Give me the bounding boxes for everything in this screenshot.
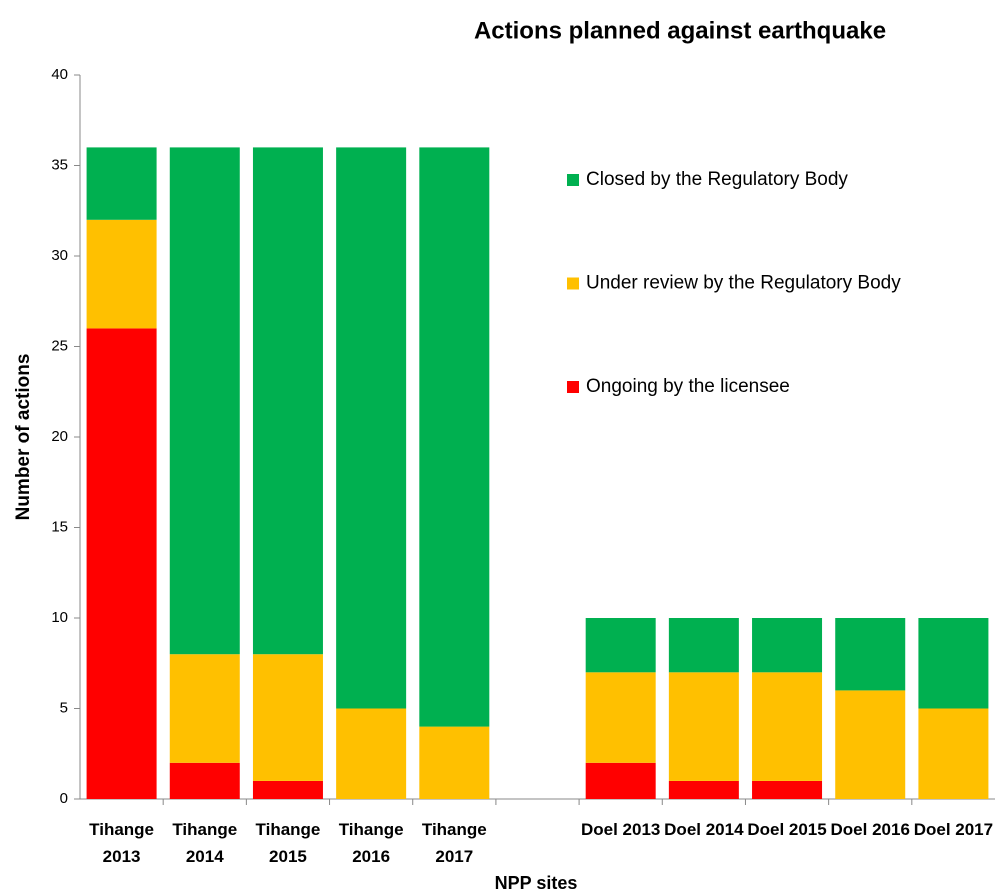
bar-segment (336, 708, 407, 799)
bar-segment (585, 672, 656, 763)
x-axis-label: NPP sites (495, 873, 578, 893)
legend-swatch (567, 174, 579, 186)
x-tick-label: Tihange 2017 (421, 820, 487, 866)
bar-segment (86, 147, 157, 220)
x-tick-label: Tihange 2015 (255, 820, 321, 866)
x-tick-label: Doel 2017 (913, 820, 994, 839)
y-tick-label: 35 (51, 156, 68, 173)
bar-segment (752, 780, 823, 799)
x-tick-label: Doel 2015 (747, 820, 827, 839)
bar-segment (419, 726, 490, 799)
bar-segment (835, 690, 906, 799)
y-tick-label: 10 (51, 609, 68, 626)
bar-segment (86, 328, 157, 799)
bar-segment (668, 672, 739, 781)
y-tick-label: 20 (51, 428, 68, 445)
bar-segment (918, 708, 989, 799)
bar-segment (252, 780, 323, 799)
chart-title: Actions planned against earthquake (474, 17, 886, 44)
y-tick-label: 5 (60, 699, 68, 716)
bar-segment (752, 672, 823, 781)
x-tick-label: Tihange 2016 (338, 820, 404, 866)
x-tick-label: Doel 2016 (830, 820, 910, 839)
bar-segment (169, 762, 240, 799)
y-tick-label: 25 (51, 337, 68, 354)
y-tick-label: 30 (51, 247, 68, 264)
y-tick-label: 15 (51, 518, 68, 535)
x-tick-label: Tihange 2013 (89, 820, 155, 866)
y-tick-label: 40 (51, 66, 68, 83)
bar-segment (668, 618, 739, 673)
x-tick-label: Tihange 2014 (172, 820, 238, 866)
bar-segment (336, 147, 407, 709)
bar-segment (86, 219, 157, 329)
bar-segment (585, 762, 656, 799)
bar-segment (585, 618, 656, 673)
legend-label: Closed by the Regulatory Body (586, 169, 848, 190)
y-axis-label: Number of actions (13, 354, 34, 521)
bar-segment (668, 780, 739, 799)
legend-swatch (567, 381, 579, 393)
bar-segment (419, 147, 490, 727)
y-tick-label: 0 (60, 790, 68, 807)
legend-swatch (567, 277, 579, 290)
legend-label: Ongoing by the licensee (586, 376, 790, 397)
bar-segment (835, 618, 906, 691)
bar-segment (252, 654, 323, 781)
bar-segment (169, 654, 240, 763)
x-tick-label: Doel 2013 (580, 820, 661, 839)
x-tick-label: Doel 2014 (664, 820, 744, 839)
bar-segment (918, 618, 989, 709)
bar-segment (169, 147, 240, 655)
legend-label: Under review by the Regulatory Body (586, 273, 901, 294)
bar-segment (252, 147, 323, 655)
bar-segment (752, 618, 823, 673)
